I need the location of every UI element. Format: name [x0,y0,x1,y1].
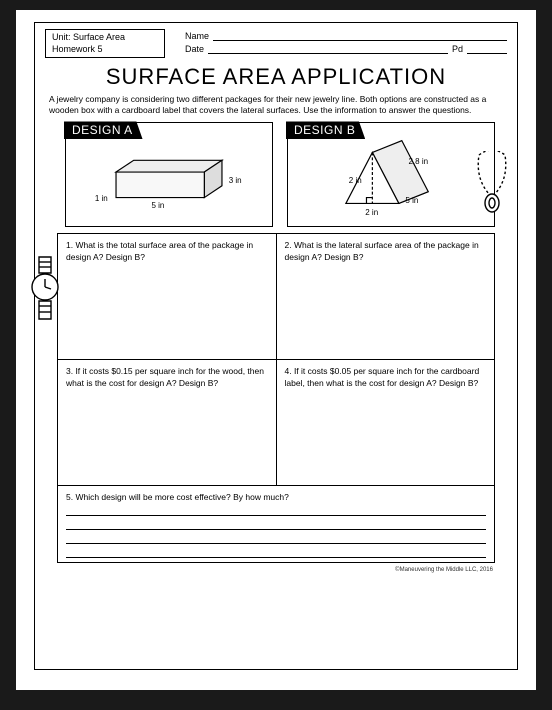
answer-line[interactable] [66,518,486,530]
q3-cell: 3. If it costs $0.15 per square inch for… [58,360,277,486]
design-a-tag: DESIGN A [64,121,143,139]
answer-line[interactable] [66,546,486,558]
date-blank[interactable] [208,44,448,54]
pd-blank[interactable] [467,44,507,54]
design-b-tag: DESIGN B [286,121,365,139]
q1-cell: 1. What is the total surface area of the… [58,234,277,360]
watch-icon [29,255,61,325]
header-row: Unit: Surface Area Homework 5 Name Date … [35,23,517,62]
page-title: SURFACE AREA APPLICATION [35,64,517,90]
answer-line[interactable] [66,504,486,516]
intro-text: A jewelry company is considering two dif… [35,94,517,116]
q2-cell: 2. What is the lateral surface area of t… [277,234,495,360]
dim-b-slant: 2.8 in [409,157,429,166]
name-block: Name Date Pd [185,29,507,58]
unit-box: Unit: Surface Area Homework 5 [45,29,165,58]
date-label: Date [185,44,204,54]
dim-a-height: 3 in [229,176,242,185]
unit-line1: Unit: Surface Area [52,32,158,44]
q4-cell: 4. If it costs $0.05 per square inch for… [277,360,495,486]
unit-line2: Homework 5 [52,44,158,56]
dim-a-depth: 1 in [95,194,108,203]
q5-text: 5. Which design will be more cost effect… [66,492,486,502]
question-grid: 1. What is the total surface area of the… [57,233,495,486]
necklace-icon [475,151,509,221]
copyright: ©Maneuvering the Middle LLC, 2016 [35,563,517,573]
q5-cell: 5. Which design will be more cost effect… [57,486,495,563]
answer-line[interactable] [66,532,486,544]
name-blank[interactable] [213,31,507,41]
design-b-box: DESIGN B 2.8 in 5 in 2 in 2 in [287,122,495,227]
pd-label: Pd [452,44,463,54]
dim-b-depth: 2 in [365,208,378,217]
design-a-box: DESIGN A 3 in 5 in 1 in [65,122,273,227]
name-label: Name [185,31,209,41]
dim-b-height: 2 in [349,176,362,185]
dim-a-width: 5 in [151,201,164,210]
dim-b-base: 5 in [405,196,418,205]
